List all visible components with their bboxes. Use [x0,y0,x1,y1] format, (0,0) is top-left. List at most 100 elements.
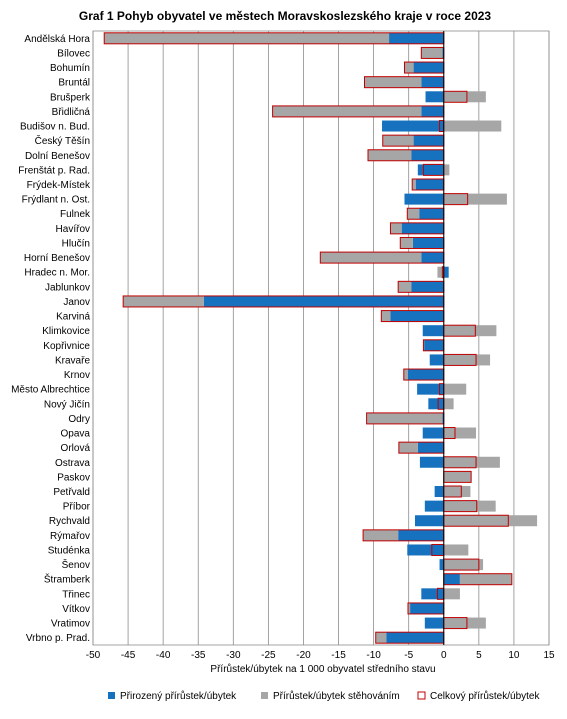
category-label: Frenštát p. Rad. [18,165,90,176]
natural-increase-bar [424,617,444,629]
category-label: Ostrava [55,458,90,469]
natural-increase-bar [429,354,444,366]
bars [103,32,538,644]
x-axis-title: Přírůstek/úbytek na 1 000 obyvatel střed… [210,663,435,675]
migration-bar [403,369,408,381]
natural-increase-bar [415,515,444,527]
category-label: Orlová [61,443,91,454]
x-tick-label: -5 [404,650,413,661]
category-label: Třinec [62,589,90,600]
migration-bar [368,149,412,161]
migration-bar [407,602,411,614]
natural-increase-bar [410,602,444,614]
migration-bar [443,164,450,176]
migration-bar [443,120,502,132]
category-label: Klimkovice [42,326,90,337]
natural-increase-bar [415,179,444,190]
category-label: Štramberk [44,573,91,586]
category-label: Bohumín [50,63,90,74]
natural-increase-bar [417,164,444,176]
migration-bar [375,632,387,644]
migration-bar [443,325,497,337]
x-tick-label: -15 [331,650,346,661]
category-label: Janov [63,297,90,308]
category-label: Karviná [56,312,90,323]
category-label: Vratimov [51,619,90,630]
category-label: Bruntál [58,78,90,89]
category-label: Vrbno p. Prad. [26,633,90,644]
natural-increase-bar [386,632,444,644]
migration-bar [412,179,416,190]
migration-bar [443,500,496,512]
natural-increase-bar [413,62,444,74]
category-label: Vítkov [62,604,90,615]
axes: -50 -45 -40 -35 -30 -25 -20 -15 -10 -5 0 5 10 15Anděl… [11,30,555,661]
natural-increase-bar [398,529,444,541]
migration-bar [437,266,444,278]
natural-increase-bar [417,383,444,395]
natural-increase-bar [434,486,444,497]
migration-bar [443,383,467,395]
migration-bar [404,62,414,74]
natural-increase-bar [421,76,444,88]
category-label: Paskov [57,472,90,483]
category-label: Odry [68,414,90,425]
natural-increase-bar [417,442,444,454]
category-label: Český Těšín [35,134,90,147]
natural-increase-bar [425,91,444,103]
category-label: Budišov n. Bud. [20,122,90,133]
migration-bar [320,252,422,264]
natural-increase-bar [401,222,444,234]
migration-bar [443,471,472,483]
x-tick-label: -50 [86,650,101,661]
category-label: Hlučín [62,238,90,249]
legend-migration-swatch [261,692,268,699]
natural-increase-bar [442,412,444,424]
migration-bar [459,573,512,585]
category-label: Horní Benešov [24,253,90,264]
category-label: Kopřivnice [43,341,90,352]
migration-bar [443,398,454,410]
category-label: Opava [61,429,91,440]
category-label: Frýdek-Místek [27,180,91,191]
migration-bar [407,208,420,220]
natural-increase-bar [439,559,444,571]
natural-increase-bar [424,500,444,512]
migration-bar [443,486,471,497]
migration-bar [443,456,500,468]
migration-bar [382,135,414,147]
natural-increase-bar [424,339,444,351]
plot-frame [92,30,550,646]
natural-increase-bar [382,120,444,132]
natural-increase-bar [443,573,460,585]
migration-bar [364,76,422,88]
natural-increase-bar [407,369,444,381]
category-label: Příbor [63,502,91,513]
migration-bar [381,310,391,322]
legend-natural-swatch [108,692,115,699]
natural-increase-bar [390,310,444,322]
legend: Přirozený přírůstek/úbytek Přírůstek/úbyt… [108,690,540,702]
category-label: Studénka [48,545,91,556]
migration-bar [443,559,484,571]
x-tick-label: 0 [441,650,447,661]
natural-increase-bar [411,281,444,293]
x-tick-label: -45 [121,650,136,661]
migration-bar [366,412,443,424]
migration-bar [443,617,486,629]
category-label: Krnov [64,370,90,381]
x-tick-label: -30 [226,650,241,661]
natural-increase-bar [443,266,449,278]
category-label: Bílovec [57,48,90,59]
category-label: Fulnek [60,209,91,220]
natural-increase-bar [419,208,444,220]
natural-increase-bar [407,544,444,556]
chart-title: Graf 1 Pohyb obyvatel ve městech Moravsk… [79,9,492,23]
legend-label: Celkový přírůstek/úbytek [430,690,540,702]
x-tick-label: 5 [476,650,482,661]
natural-increase-bar [419,456,444,468]
migration-bar [443,588,460,600]
natural-increase-bar [421,105,444,117]
